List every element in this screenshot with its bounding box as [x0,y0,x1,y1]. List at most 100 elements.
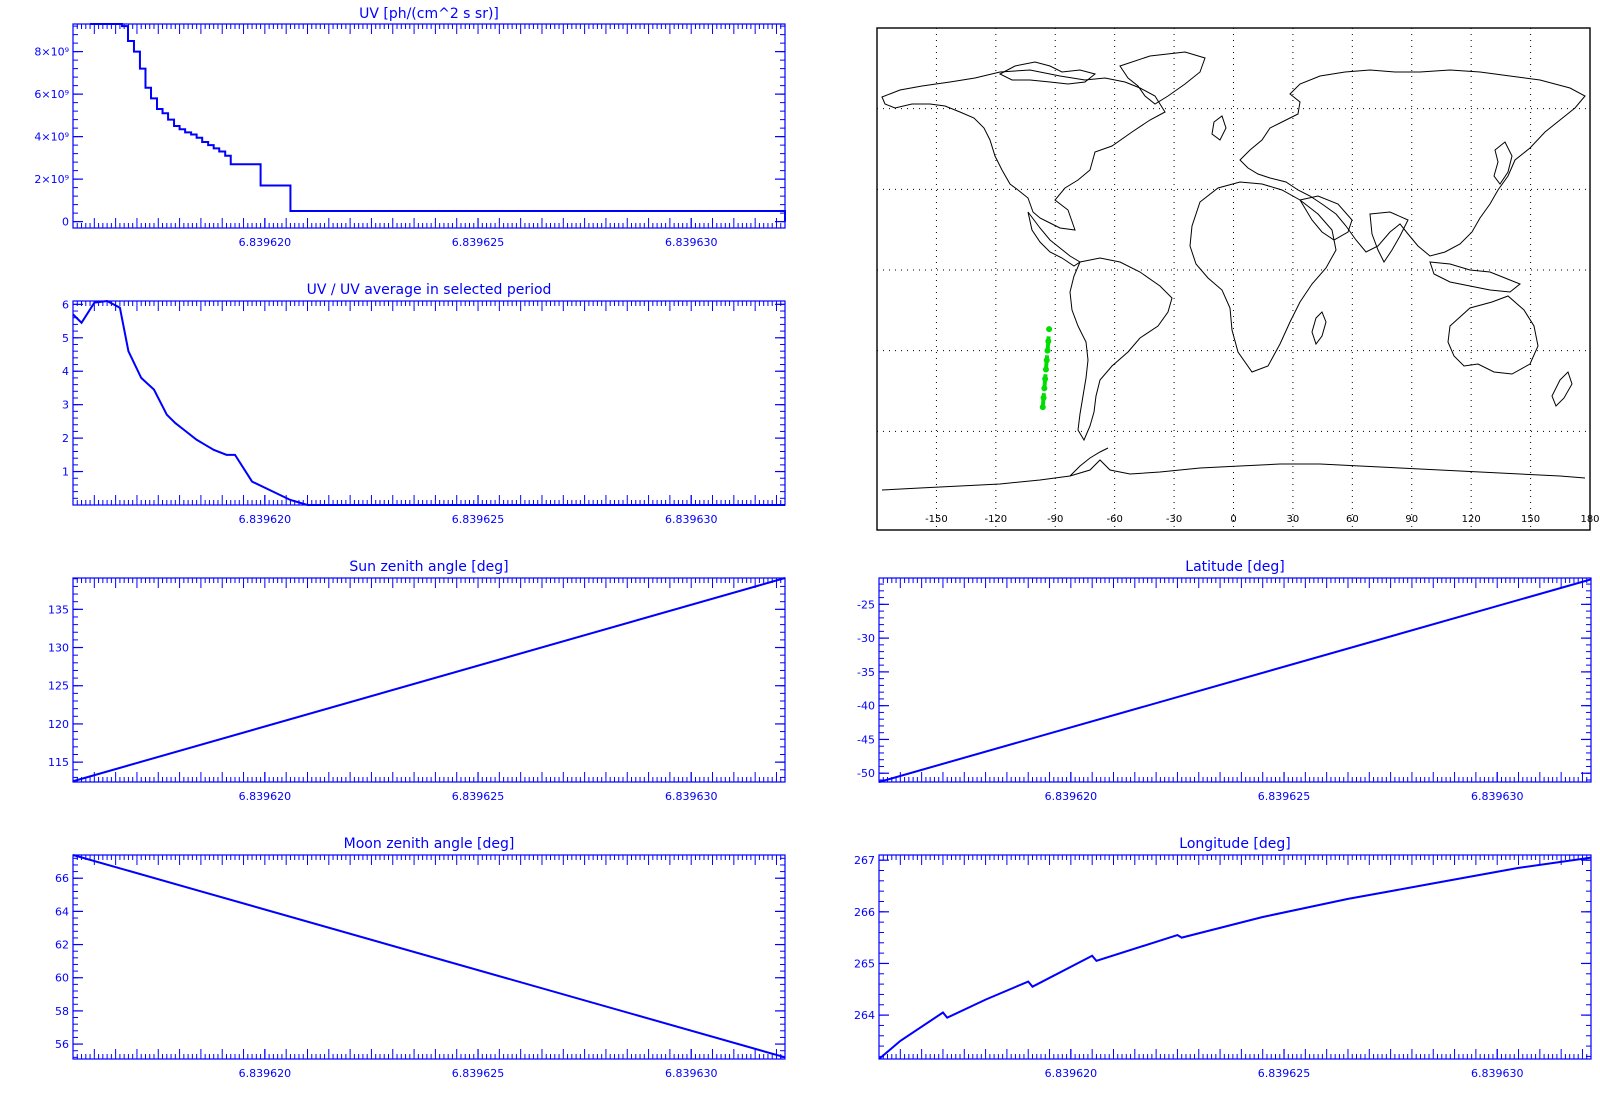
new-zealand-outline [1551,371,1573,407]
uv-panel: UV [ph/(cm^2 s sr)] 6.839620 6.839625 6.83… [34,6,786,249]
mza-panel: Moon zenith angle [deg] 6.839620 6.839625… [55,836,786,1080]
uv-plot-frame [72,23,786,229]
greenland-outline [1119,51,1206,105]
mza-y-tick-label: 60 [55,972,69,985]
uvratio-series-line [72,299,785,506]
uv-x-tick-label: 6.839625 [452,236,505,249]
map-coastlines [881,51,1586,491]
lon-plot-frame [878,854,1592,1060]
uvratio-panel: UV / UV average in selected period 6.839… [62,282,786,526]
map-longitude-label: 30 [1287,514,1300,525]
uvratio-y-tick-label: 4 [62,365,69,378]
mza-title: Moon zenith angle [deg] [344,836,515,852]
lat-panel: Latitude [deg] 6.839620 6.839625 6.839630 -… [857,559,1592,803]
map-longitude-label: -90 [1047,514,1063,525]
lat-y-tick-label: -45 [857,733,875,746]
satellite-track [1039,326,1053,411]
uk-outline [1211,115,1227,141]
uvratio-y-tick-label: 6 [62,298,69,311]
uv-x-tick-label: 6.839630 [665,236,718,249]
sza-x-tick-label: 6.839630 [665,790,718,803]
mza-x-tick-label: 6.839630 [665,1067,718,1080]
sza-y-tick-label: 115 [48,756,69,769]
antarctica-outline [881,459,1586,491]
lat-series [878,578,1592,783]
australia-outline [1447,295,1539,375]
map-longitude-label: -120 [984,514,1007,525]
madagascar-outline [1311,311,1327,346]
mza-axes: 6.839620 6.839625 6.839630 56 58 60 62 64 66 [55,855,785,1080]
antarctic-peninsula-outline [1069,447,1109,477]
arabia-outline [1299,195,1353,241]
uv-y-tick-label: 0 [62,216,69,229]
track-line [1040,329,1052,408]
sza-axes: 6.839620 6.839625 6.839630 115 120 125 130 135 [48,578,785,803]
uv-title: UV [ph/(cm^2 s sr)] [359,6,499,22]
uv-y-tick-label: 8×10⁹ [34,46,69,59]
india-outline [1369,211,1409,263]
uv-x-tick-label: 6.839620 [239,236,292,249]
central-america-outline [1027,211,1081,267]
lat-y-tick-label: -25 [857,598,875,611]
lat-y-tick-label: -35 [857,666,875,679]
uvratio-x-tick-label: 6.839630 [665,513,718,526]
sea-islands-outline [1429,261,1521,293]
uvratio-y-tick-label: 2 [62,432,69,445]
lon-y-tick-label: 264 [854,1009,875,1022]
map-longitude-label: 0 [1230,514,1236,525]
mza-series [72,854,786,1059]
uv-series-line [90,23,786,222]
lon-series-line [878,856,1592,1060]
sza-series-line [72,577,786,783]
lat-y-tick-label: -30 [857,632,875,645]
lat-x-tick-label: 6.839620 [1045,790,1098,803]
map-longitude-label: 150 [1521,514,1540,525]
sza-series [72,577,786,783]
lat-x-tick-label: 6.839630 [1471,790,1524,803]
map-longitude-axis: -150 -120 -90 -60 -30 0 30 60 90 120 150 180 [925,514,1599,525]
lat-plot-frame [878,577,1592,783]
sza-y-tick-label: 125 [48,680,69,693]
map-longitude-label: 120 [1462,514,1481,525]
mza-y-tick-label: 66 [55,872,69,885]
africa-outline [1189,181,1337,373]
lat-y-tick-label: -40 [857,700,875,713]
map-panel: -150 -120 -90 -60 -30 0 30 60 90 120 150 180 [876,27,1600,531]
lat-series-line [878,578,1592,783]
lon-series [878,856,1592,1060]
lon-x-tick-label: 6.839630 [1471,1067,1524,1080]
lon-title: Longitude [deg] [1179,836,1290,852]
uvratio-y-tick-label: 1 [62,466,69,479]
mza-plot-frame [72,854,786,1060]
map-longitude-label: 90 [1405,514,1418,525]
mza-y-tick-label: 58 [55,1005,69,1018]
sza-y-tick-label: 135 [48,603,69,616]
south-america-outline [1069,257,1173,442]
sza-x-tick-label: 6.839620 [239,790,292,803]
uvratio-x-tick-label: 6.839620 [239,513,292,526]
mza-y-tick-label: 56 [55,1038,69,1051]
uvratio-title: UV / UV average in selected period [307,282,552,298]
sza-x-tick-label: 6.839625 [452,790,505,803]
mza-y-tick-label: 64 [55,905,69,918]
mza-x-tick-label: 6.839625 [452,1067,505,1080]
north-america-outline [881,69,1166,231]
uvratio-x-tick-label: 6.839625 [452,513,505,526]
mza-x-tick-label: 6.839620 [239,1067,292,1080]
lon-y-tick-label: 267 [854,854,875,867]
lat-title: Latitude [deg] [1185,559,1284,575]
uvratio-y-tick-label: 5 [62,332,69,345]
uvratio-axes: 6.839620 6.839625 6.839630 1 2 3 4 5 6 [62,298,785,526]
sza-y-tick-label: 120 [48,718,69,731]
sza-plot-frame [72,577,786,783]
map-longitude-label: 180 [1580,514,1599,525]
uv-y-tick-label: 4×10⁹ [34,131,69,144]
uv-axes: 6.839620 6.839625 6.839630 0 2×10⁹ 4×10⁹ 6×10⁹… [34,24,785,249]
lon-panel: Longitude [deg] 6.839620 6.839625 6.839630… [854,836,1592,1080]
map-longitude-label: -60 [1106,514,1122,525]
uv-y-tick-label: 2×10⁹ [34,173,69,186]
lon-y-tick-label: 265 [854,957,875,970]
map-frame [876,27,1591,531]
sza-title: Sun zenith angle [deg] [349,559,508,575]
